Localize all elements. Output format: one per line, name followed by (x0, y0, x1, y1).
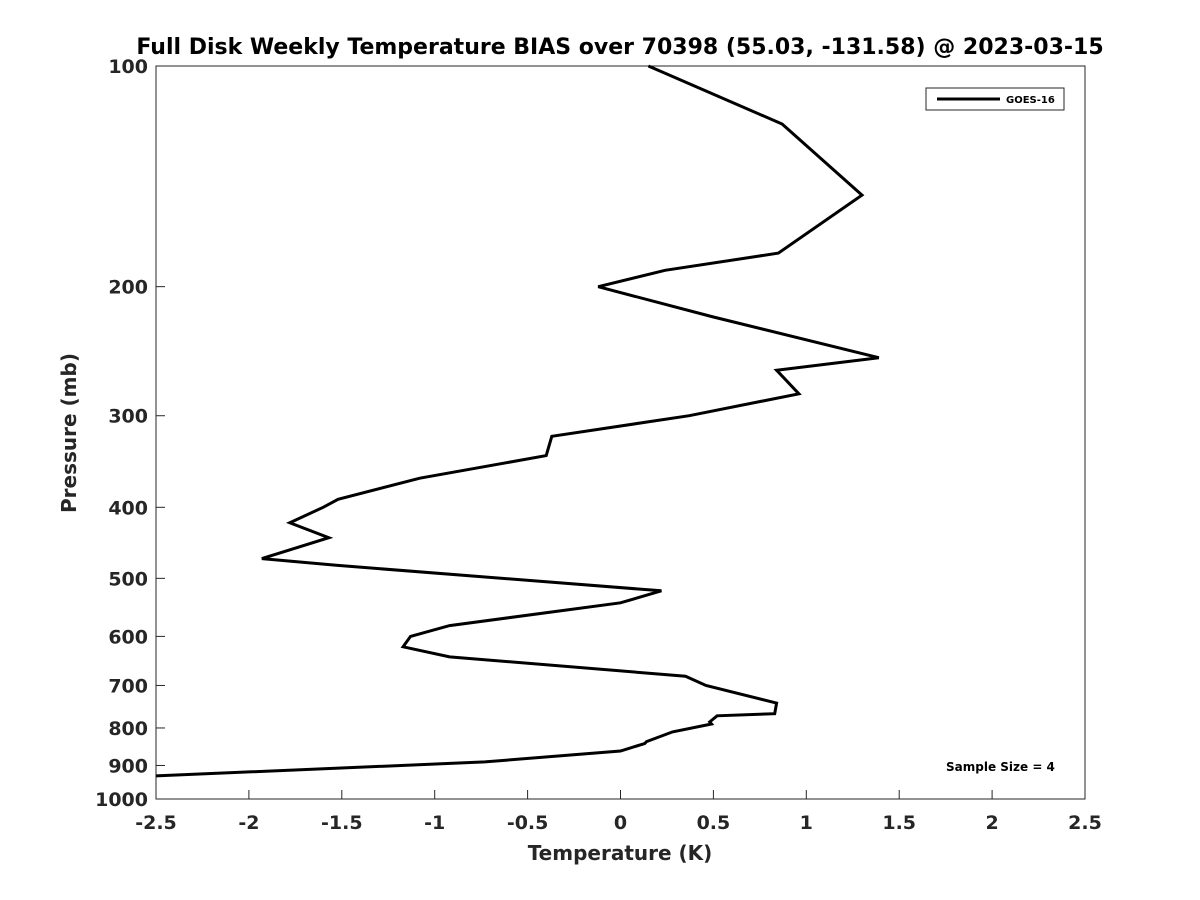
x-tick-label: -1.5 (321, 812, 363, 834)
y-tick-label: 200 (108, 277, 148, 299)
x-tick-label: 0.5 (697, 812, 731, 834)
y-tick-label: 400 (108, 497, 148, 519)
y-tick-label: 500 (108, 568, 148, 590)
x-tick-label: 2 (985, 812, 998, 834)
y-tick-label: 100 (108, 56, 148, 78)
x-tick-label: 2.5 (1068, 812, 1102, 834)
legend-entry-goes-16: GOES-16 (1006, 95, 1055, 106)
chart-title: Full Disk Weekly Temperature BIAS over 7… (136, 35, 1103, 60)
y-axis-label: Pressure (mb) (57, 353, 81, 513)
x-tick-label: 1.5 (882, 812, 916, 834)
x-axis-ticks: -2.5 -2 -1.5 -1 -0.5 0 0.5 1 1.5 2 2.5 (135, 790, 1102, 834)
x-tick-label: 0 (614, 812, 627, 834)
x-tick-label: -2 (238, 812, 259, 834)
x-tick-label: -0.5 (507, 812, 549, 834)
y-tick-label: 900 (108, 755, 148, 777)
y-tick-label: 700 (108, 675, 148, 697)
x-axis-label: Temperature (K) (528, 841, 713, 865)
sample-size-annotation: Sample Size = 4 (946, 760, 1055, 774)
y-axis-ticks: 100 200 300 400 500 600 700 800 900 1000 (95, 56, 165, 811)
y-tick-label: 1000 (95, 789, 148, 811)
legend: GOES-16 (925, 87, 1065, 111)
plot-axes-frame (155, 65, 1086, 800)
series-line-goes-16 (155, 64, 880, 778)
y-tick-label: 600 (108, 626, 148, 648)
x-tick-label: -1 (424, 812, 445, 834)
x-tick-label: -2.5 (135, 812, 177, 834)
x-tick-label: 1 (800, 812, 813, 834)
y-tick-label: 300 (108, 406, 148, 428)
y-tick-label: 800 (108, 718, 148, 740)
